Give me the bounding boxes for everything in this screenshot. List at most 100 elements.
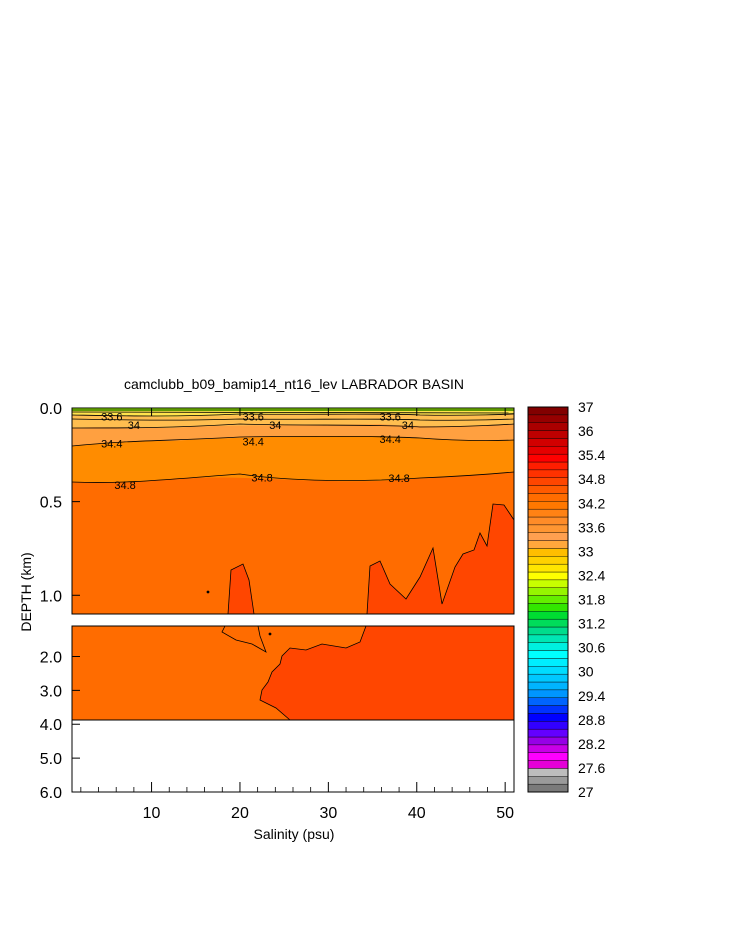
contour-label: 33.6: [243, 411, 264, 423]
x-tick-label: 40: [408, 805, 426, 822]
colorbar-swatch: [527, 406, 569, 416]
chart-title: camclubb_b09_bamip14_nt16_lev LABRADOR B…: [124, 376, 464, 392]
contour-lines: [71, 409, 515, 615]
contour-line: [71, 435, 515, 447]
colorbar-swatch: [527, 783, 569, 793]
colorbar-swatch: [527, 697, 569, 706]
colorbar-swatch: [527, 736, 569, 746]
x-tick-label: 20: [231, 805, 249, 822]
y-tick-label: 0.5: [40, 495, 62, 512]
colorbar-swatch: [527, 414, 569, 423]
y-tick-label: 2.0: [40, 649, 62, 666]
colorbar-swatch: [527, 728, 569, 738]
colorbar-swatch: [527, 768, 569, 777]
colorbar-swatch: [527, 532, 569, 541]
contour-label: 34.8: [114, 480, 135, 492]
colorbar-swatch: [527, 493, 569, 502]
x-axis-title: Salinity (psu): [254, 826, 335, 842]
x-tick-label: 10: [143, 805, 161, 822]
colorbar-label: 30: [578, 664, 594, 680]
colorbar-swatch: [527, 721, 569, 730]
contour-line: [71, 423, 515, 429]
lower-panel: [71, 625, 515, 793]
colorbar-swatch: [527, 453, 569, 463]
colorbar-swatch: [527, 603, 569, 612]
contour-label: 34.4: [380, 434, 401, 446]
colorbar-swatch: [527, 548, 569, 557]
contour-label: 33.6: [380, 411, 401, 423]
contour-line: [71, 413, 515, 417]
colorbar-swatch: [527, 430, 569, 439]
contour-label: 34.8: [388, 473, 409, 485]
colorbar-swatch: [527, 673, 569, 683]
colorbar-swatch: [527, 666, 569, 675]
colorbar-swatch: [527, 689, 569, 698]
y-tick-label: 0.0: [40, 401, 62, 418]
y-axis-title: DEPTH (km): [18, 552, 34, 631]
colorbar-label: 31.2: [578, 616, 605, 632]
y-tick-label: 3.0: [40, 683, 62, 700]
contour-line: [259, 625, 367, 721]
y-axis-lower: 2.0 3.0 4.0 5.0 6.0: [40, 649, 80, 802]
colorbar-label: 27.6: [578, 760, 605, 776]
colorbar-swatch: [527, 626, 569, 636]
colorbar-label: 28.2: [578, 736, 605, 752]
colorbar-swatch: [527, 516, 569, 526]
y-tick-label: 6.0: [40, 785, 62, 802]
y-tick-label: 5.0: [40, 751, 62, 768]
colorbar-swatch: [527, 469, 569, 478]
colorbar-label: 32.4: [578, 567, 605, 583]
contour-line: [221, 625, 267, 653]
contour-label: 34: [128, 420, 140, 432]
contour-dot: [206, 590, 210, 594]
colorbar-swatch: [527, 760, 569, 769]
colorbar-swatch: [527, 713, 569, 722]
y-axis-upper: 0.0 0.5 1.0: [40, 401, 80, 605]
colorbar-label: 29.4: [578, 688, 605, 704]
fill-surface-band: [72, 408, 514, 411]
colorbar-swatch: [527, 752, 569, 761]
colorbar-swatch: [527, 595, 569, 604]
fill-high-salinity-deep: [225, 626, 514, 720]
fill-high-salinity-deep-2: [225, 626, 266, 652]
x-axis: 10 20 30 40 50: [80, 408, 514, 822]
colorbar-swatch: [527, 508, 569, 518]
x-tick-label: 30: [319, 805, 337, 822]
colorbar-label: 30.6: [578, 640, 605, 656]
colorbar-label: 28.8: [578, 712, 605, 728]
colorbar-swatch: [527, 776, 569, 785]
colorbar-swatch: [527, 650, 569, 659]
colorbar-label: 33.6: [578, 519, 605, 535]
contour-line: [71, 418, 515, 421]
colorbar-label: 37: [578, 399, 594, 415]
colorbar-label: 35.4: [578, 447, 605, 463]
fill-high-salinity-patch-2: [367, 504, 514, 614]
colorbar-swatch: [527, 658, 569, 667]
x-tick-label: 50: [496, 805, 514, 822]
colorbar-swatch: [527, 438, 569, 447]
colorbar-swatch: [527, 634, 569, 643]
colorbar-swatch: [527, 571, 569, 581]
colorbar-swatch: [527, 744, 569, 753]
contour-label: 34.4: [101, 439, 122, 451]
colorbar-swatch: [527, 642, 569, 651]
colorbar-label: 34.2: [578, 495, 605, 511]
colorbar-swatch: [527, 579, 569, 588]
contour-line: [227, 563, 255, 615]
contour-dot: [268, 632, 272, 636]
colorbar-label: 34.8: [578, 471, 605, 487]
deep-contour-lines: [221, 625, 367, 721]
colorbar-label: 31.8: [578, 592, 605, 608]
colorbar-swatch: [527, 461, 569, 471]
contour-label: 34.4: [243, 437, 264, 449]
contour-line: [71, 471, 515, 483]
colorbar-swatch: [527, 681, 569, 691]
contour-label: 34: [402, 420, 414, 432]
colorbar-swatch: [527, 540, 569, 549]
colorbar-swatch: [527, 556, 569, 565]
contour-label: 33.6: [101, 411, 122, 423]
colorbar-swatch: [527, 611, 569, 620]
y-tick-label: 4.0: [40, 717, 62, 734]
